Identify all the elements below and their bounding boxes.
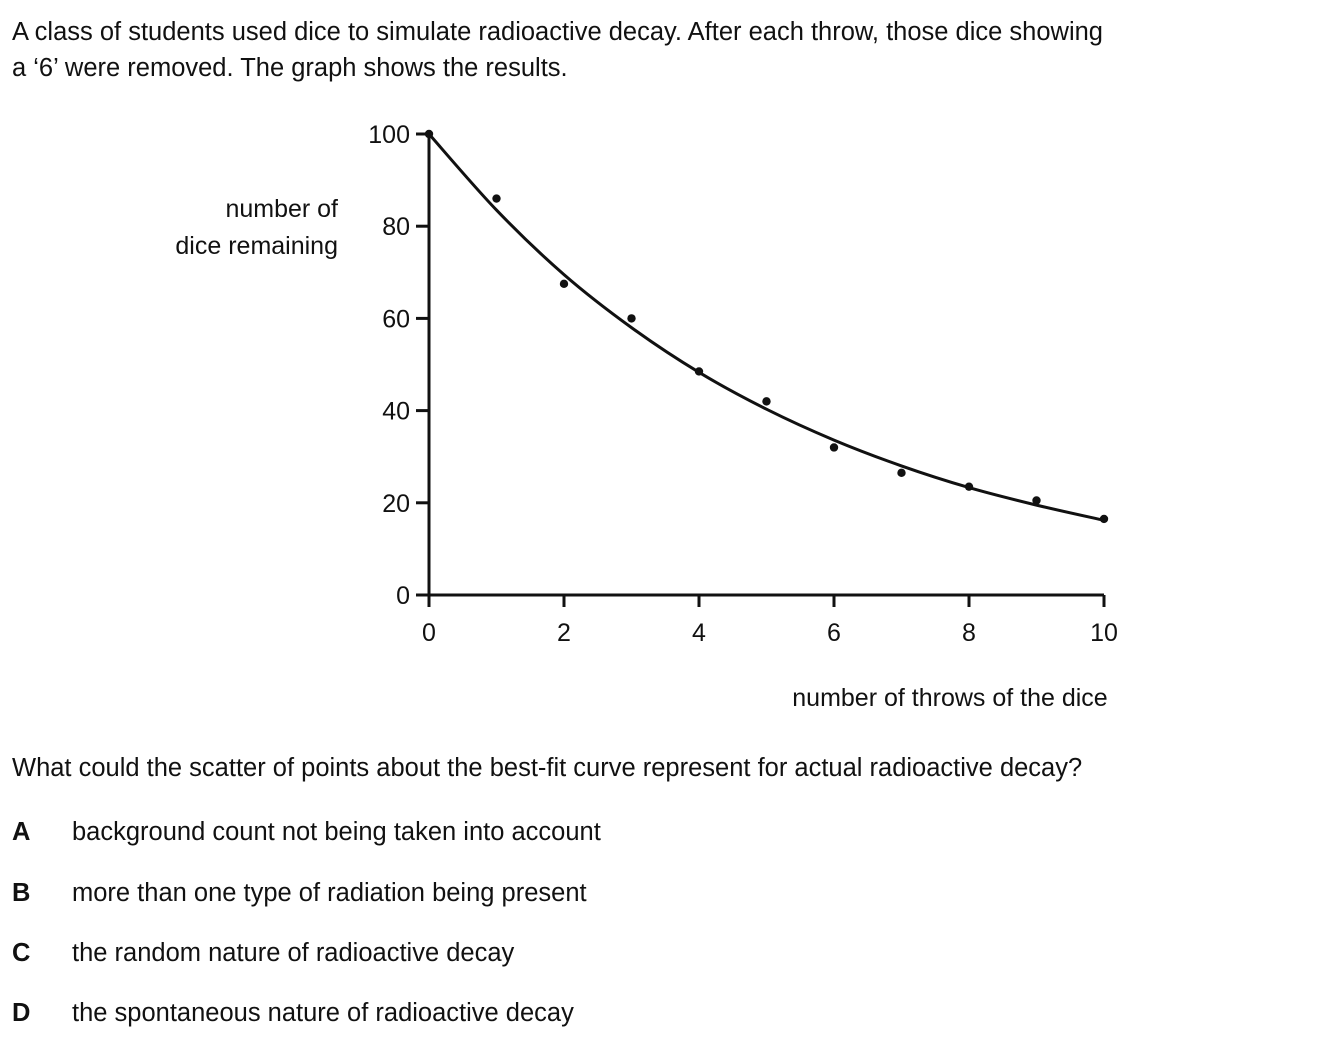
y-tick-label: 80: [382, 213, 410, 241]
option-c-text: the random nature of radioactive decay: [72, 939, 515, 967]
option-c-letter: C: [12, 939, 31, 967]
x-tick-label: 8: [962, 619, 976, 647]
best-fit-curve: [427, 133, 1105, 522]
data-points: [424, 129, 1109, 524]
x-tick-label: 2: [557, 619, 571, 647]
y-tick-label: 40: [382, 398, 410, 426]
data-point: [964, 482, 974, 491]
option-b-letter: B: [12, 879, 31, 907]
option-b-text: more than one type of radiation being pr…: [72, 879, 587, 907]
intro-line-1: A class of students used dice to simulat…: [12, 18, 1103, 46]
data-point: [897, 468, 906, 478]
y-axis-label: number of dice remaining: [175, 195, 338, 260]
option-a-text: background count not being taken into ac…: [72, 818, 601, 846]
question-intro: A class of students used dice to simulat…: [12, 14, 1337, 86]
data-point: [1099, 514, 1109, 524]
data-point: [694, 367, 704, 376]
question-text: What could the scatter of points about t…: [12, 754, 1083, 782]
y-axis-label-line-2: dice remaining: [175, 232, 338, 260]
data-point: [424, 129, 434, 139]
y-tick-label: 0: [396, 582, 410, 610]
x-tick-label: 6: [827, 619, 841, 647]
x-tick-label: 4: [692, 619, 706, 647]
data-point: [1032, 496, 1041, 505]
decay-graph: number of dice remaining 0 2 4 6 8 1002040608…: [175, 121, 1118, 712]
y-tick-label: 60: [382, 305, 410, 333]
data-point: [762, 397, 771, 406]
option-d-letter: D: [12, 999, 31, 1027]
axes: [427, 134, 1104, 597]
option-d-text: the spontaneous nature of radioactive de…: [72, 999, 574, 1027]
x-tick-label: 0: [422, 619, 436, 647]
data-point: [829, 443, 839, 452]
x-tick-label: 10: [1090, 619, 1118, 647]
data-point: [492, 194, 501, 203]
y-tick-label: 100: [368, 121, 410, 149]
intro-line-2: a ‘6’ were removed. The graph shows the …: [12, 54, 568, 82]
data-point: [627, 314, 636, 323]
data-point: [559, 279, 569, 289]
y-tick-label: 20: [382, 490, 410, 518]
y-axis-label-line-1: number of: [225, 195, 338, 223]
x-axis-label: number of throws of the dice: [792, 684, 1107, 712]
option-a-letter: A: [12, 818, 31, 846]
